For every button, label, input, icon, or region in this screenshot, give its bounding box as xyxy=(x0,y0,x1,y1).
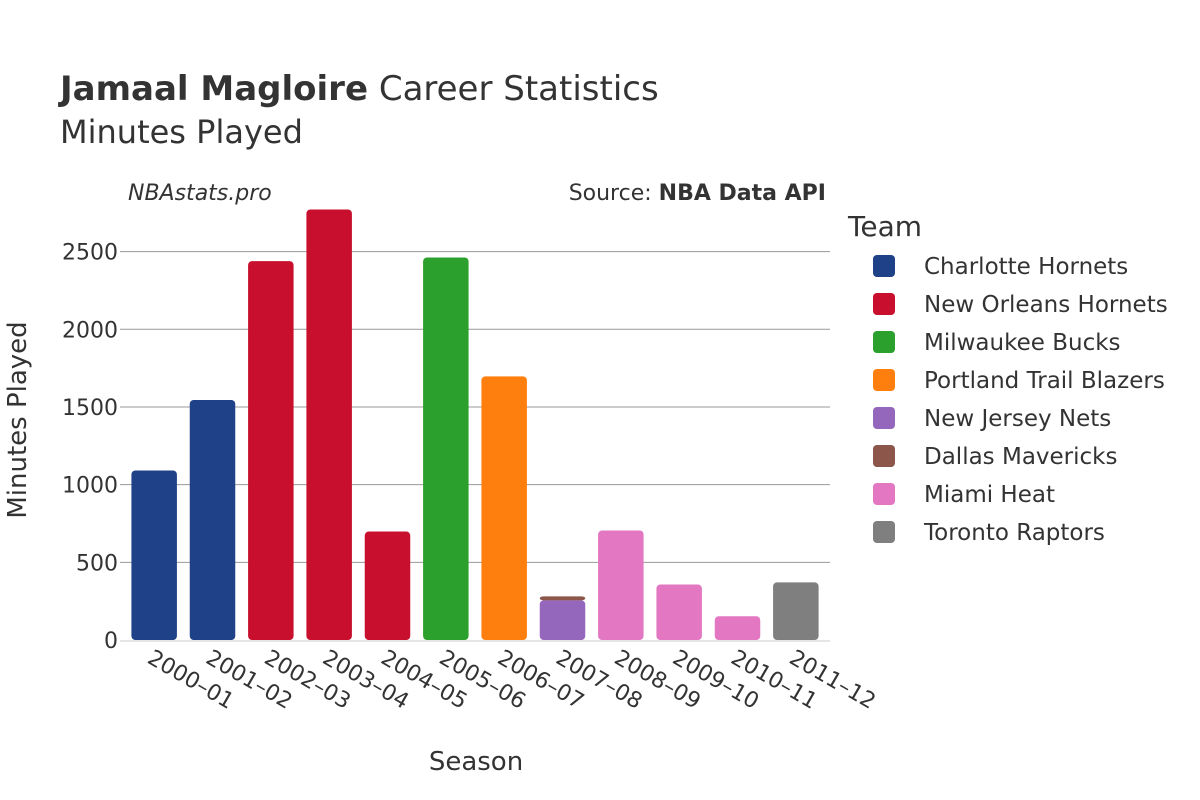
legend-label: Dallas Mavericks xyxy=(924,444,1117,470)
y-tick-label: 500 xyxy=(76,551,118,576)
legend-label: Milwaukee Bucks xyxy=(924,330,1121,356)
chart-title-rest: Career Statistics xyxy=(368,69,659,109)
bar-2009–10-miami-heat xyxy=(656,584,702,640)
legend-swatch xyxy=(873,407,895,429)
legend-swatch xyxy=(873,483,895,505)
bar-2005–06-milwaukee-bucks xyxy=(423,257,469,640)
legend-swatch xyxy=(873,331,895,353)
source-credit: Source: NBA Data API xyxy=(569,181,826,206)
bars xyxy=(131,209,819,640)
bar-2006–07-portland-trail-blazers xyxy=(481,376,527,640)
legend-title: Team xyxy=(847,210,922,243)
bar-2000–01-charlotte-hornets xyxy=(131,470,177,640)
bar-2003–04-new-orleans-hornets xyxy=(306,209,352,640)
x-tick-labels: 2000–012001–022002–032003–042004–052005–… xyxy=(143,646,879,715)
bar-2010–11-miami-heat xyxy=(714,616,761,640)
source-prefix: Source: xyxy=(569,181,659,206)
bar-2002–03-new-orleans-hornets xyxy=(248,261,294,640)
legend-swatch xyxy=(873,293,895,315)
bar-2011–12-toronto-raptors xyxy=(773,582,819,640)
legend-label: New Jersey Nets xyxy=(924,406,1111,432)
legend-label: Portland Trail Blazers xyxy=(924,368,1165,394)
chart-title: Jamaal Magloire Career Statistics xyxy=(58,69,659,109)
chart-title-player: Jamaal Magloire xyxy=(58,69,368,109)
y-tick-label: 2000 xyxy=(62,318,118,343)
site-credit: NBAstats.pro xyxy=(128,181,272,206)
bar-2007–08-new-jersey-nets xyxy=(539,600,586,640)
y-axis-title: Minutes Played xyxy=(3,321,33,518)
legend-swatch xyxy=(873,521,895,543)
legend-label: New Orleans Hornets xyxy=(924,292,1168,318)
legend: Charlotte Hornets New Orleans Hornets Milw… xyxy=(873,254,1168,546)
legend-label: Toronto Raptors xyxy=(923,520,1105,546)
y-tick-label: 1500 xyxy=(62,396,118,421)
bar-2004–05-new-orleans-hornets xyxy=(364,531,411,640)
legend-swatch xyxy=(873,255,895,277)
legend-label: Charlotte Hornets xyxy=(924,254,1128,280)
legend-label: Miami Heat xyxy=(924,482,1055,508)
gridlines xyxy=(120,251,830,563)
chart-subtitle: Minutes Played xyxy=(60,113,303,151)
y-tick-label: 0 xyxy=(104,629,118,654)
y-tick-label: 1000 xyxy=(62,474,118,499)
x-axis-title: Season xyxy=(429,747,523,777)
bar-2001–02-charlotte-hornets xyxy=(189,399,236,640)
legend-swatch xyxy=(873,445,895,467)
bar-2007–08-dallas-mavericks xyxy=(539,596,586,601)
y-tick-label: 2500 xyxy=(62,241,118,266)
source-name: NBA Data API xyxy=(659,181,826,206)
bar-2008–09-miami-heat xyxy=(598,530,644,640)
legend-swatch xyxy=(873,369,895,391)
y-tick-labels: 0 500 1000 1500 2000 2500 xyxy=(62,241,118,654)
